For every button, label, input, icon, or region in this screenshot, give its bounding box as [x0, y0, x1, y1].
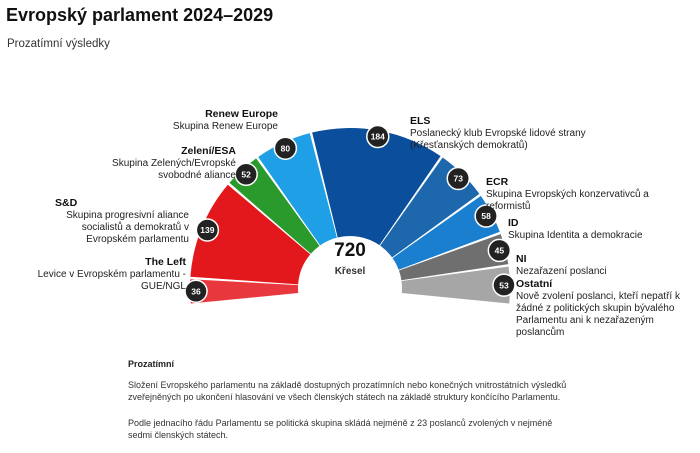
slice-ostatn-[interactable] — [401, 266, 510, 304]
label-desc: Skupina Evropských konzervativců a refor… — [486, 189, 649, 212]
value-badge-circle — [234, 162, 258, 187]
value-badge-circle — [487, 238, 512, 263]
label-name: The Left — [145, 256, 186, 268]
value-label: 139 — [200, 225, 214, 235]
value-badge: 73 — [446, 166, 471, 191]
value-badge: 80 — [273, 136, 298, 160]
value-label: 36 — [191, 286, 201, 296]
label-name: ECR — [486, 176, 509, 188]
slice-ni[interactable] — [398, 234, 509, 281]
label-name: ID — [508, 217, 519, 229]
slice-s-d[interactable] — [190, 184, 311, 285]
value-badge: 184 — [366, 124, 390, 149]
value-label: 45 — [495, 246, 505, 256]
note-paragraph-2: Podle jednacího řádu Parlamentu se polit… — [128, 418, 553, 440]
value-badge-circle — [474, 204, 498, 228]
label-ecr: ECR Skupina Evropských konzervativců a r… — [486, 176, 666, 213]
label-others: Ostatní Nově zvolení poslanci, kteří nep… — [516, 278, 686, 339]
label-ni: NI Nezařazení poslanci — [516, 253, 686, 278]
value-badge: 45 — [487, 238, 512, 263]
value-badge-circle — [492, 273, 516, 297]
slice-renew-europe[interactable] — [258, 133, 337, 246]
label-desc: Nově zvolení poslanci, kteří nepatří k ž… — [516, 291, 680, 338]
center-disc — [301, 237, 399, 335]
page-subtitle: Prozatímní výsledky — [7, 38, 110, 50]
value-label: 80 — [281, 143, 291, 153]
hemicycle-chart: 36 139 52 80 184 73 58 45 53 — [184, 124, 516, 335]
value-label: 53 — [499, 280, 509, 290]
total-seats-label: Křesel — [334, 266, 366, 277]
value-badge: 52 — [234, 162, 258, 187]
label-desc: Skupina Zelených/Evropské svobodné alian… — [112, 158, 236, 181]
slice-els[interactable] — [312, 127, 441, 246]
slice-id[interactable] — [392, 195, 500, 270]
value-badge: 53 — [492, 273, 516, 297]
label-desc: Skupina Identita a demokracie — [508, 230, 643, 241]
label-desc: Levice v Evropském parlamentu - GUE/NGL — [37, 269, 186, 292]
value-label: 52 — [241, 169, 251, 179]
value-label: 73 — [454, 174, 464, 184]
label-the-left: The Left Levice v Evropském parlamentu -… — [8, 256, 186, 293]
value-badge-circle — [273, 136, 298, 160]
value-badge: 139 — [195, 218, 220, 242]
label-name: Ostatní — [516, 278, 553, 290]
value-badge: 36 — [184, 279, 208, 303]
label-name: ELS — [410, 115, 431, 127]
label-name: NI — [516, 253, 527, 265]
value-label: 184 — [371, 132, 385, 142]
value-badge-circle — [366, 124, 390, 149]
label-name: S&D — [55, 197, 78, 209]
label-desc: Skupina Renew Europe — [172, 121, 278, 132]
value-badge-circle — [195, 218, 220, 242]
label-desc: Poslanecký klub Evropské lidové strany (… — [410, 128, 586, 151]
label-name: Zelení/ESA — [181, 145, 236, 157]
value-badge-circle — [446, 166, 471, 191]
label-id: ID Skupina Identita a demokracie — [508, 217, 688, 242]
label-desc: Nezařazení poslanci — [516, 266, 607, 277]
total-seats: 720 — [334, 240, 366, 261]
slice-the-left[interactable] — [190, 279, 299, 304]
value-label: 58 — [481, 211, 491, 221]
value-badge: 58 — [474, 204, 498, 228]
value-badge-circle — [184, 279, 208, 303]
label-renew: Renew Europe Skupina Renew Europe — [160, 108, 278, 133]
label-els: ELS Poslanecký klub Evropské lidové stra… — [410, 115, 588, 152]
label-desc: Skupina progresivní aliance socialistů a… — [66, 210, 189, 245]
note-paragraph-1: Složení Evropského parlamentu na základě… — [128, 380, 567, 402]
label-name: Renew Europe — [205, 108, 278, 120]
note-title: Prozatímní — [128, 359, 175, 369]
page-title: Evropský parlament 2024–2029 — [6, 5, 274, 25]
label-s-and-d: S&D Skupina progresivní aliance socialis… — [55, 197, 189, 246]
label-greens: Zelení/ESA Skupina Zelených/Evropské svo… — [96, 145, 236, 182]
